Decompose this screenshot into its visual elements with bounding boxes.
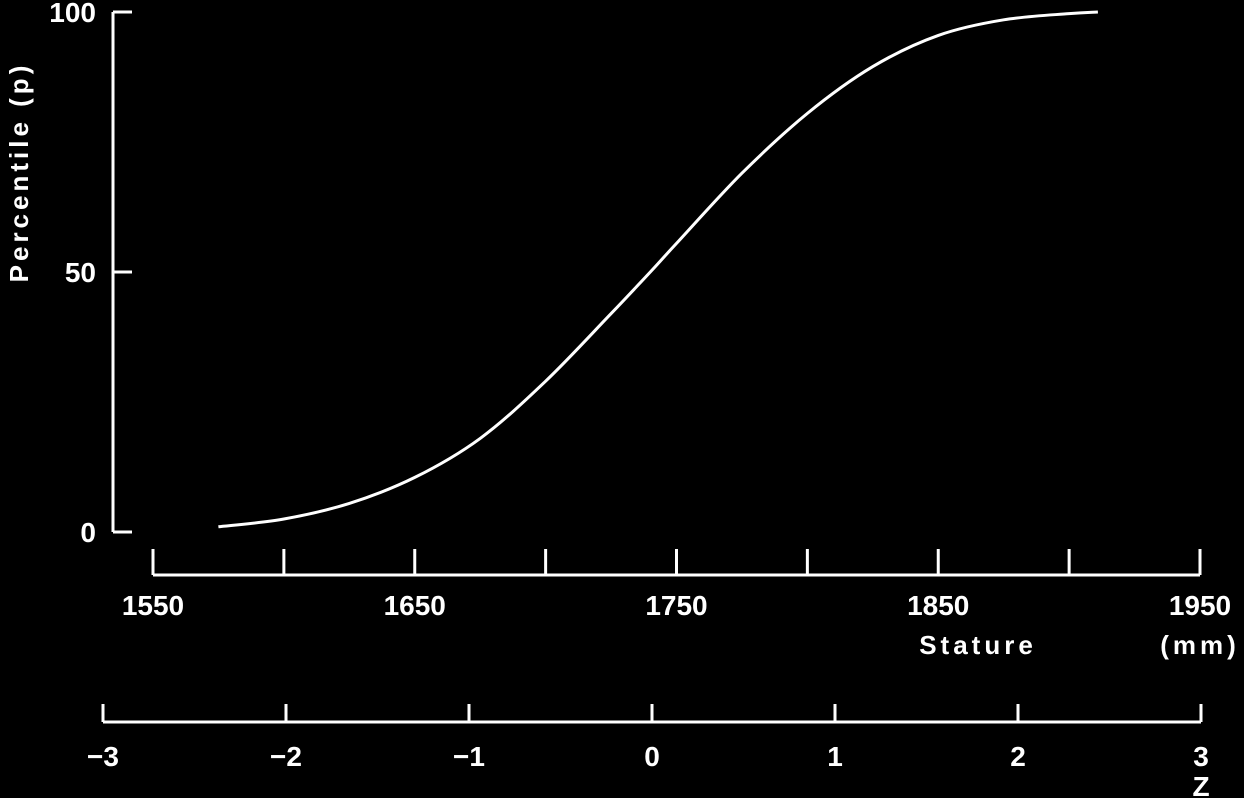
x-tick-label: 1650 (384, 590, 446, 621)
x-tick-label: 1850 (907, 590, 969, 621)
z-tick-label: 2 (1010, 741, 1026, 772)
x-tick-label: 1550 (122, 590, 184, 621)
z-tick-label: 1 (827, 741, 843, 772)
z-tick-label: −1 (453, 741, 485, 772)
z-tick-label: −2 (270, 741, 302, 772)
y-axis-ticks: 0 50 100 (49, 0, 132, 548)
z-tick-label: 3 (1193, 741, 1209, 772)
x-axis-unit: (mm) (1160, 630, 1240, 660)
x-tick-label: 1950 (1169, 590, 1231, 621)
z-tick-label: −3 (87, 741, 119, 772)
z-axis-ticks: −3 −2 −1 0 1 2 3 (87, 704, 1209, 772)
z-tick-label: 0 (644, 741, 660, 772)
y-tick-label: 50 (65, 257, 96, 288)
cumulative-percentile-curve (218, 10, 1098, 529)
x-axis-title: Stature (919, 630, 1037, 660)
y-axis-title: Percentile (p) (4, 62, 34, 283)
x-axis-ticks: 1550 1650 1750 1850 1950 (122, 549, 1231, 621)
y-tick-label: 0 (80, 517, 96, 548)
x-tick-label: 1750 (645, 590, 707, 621)
y-tick-label: 100 (49, 0, 96, 28)
z-axis-title: Z (1192, 771, 1209, 798)
